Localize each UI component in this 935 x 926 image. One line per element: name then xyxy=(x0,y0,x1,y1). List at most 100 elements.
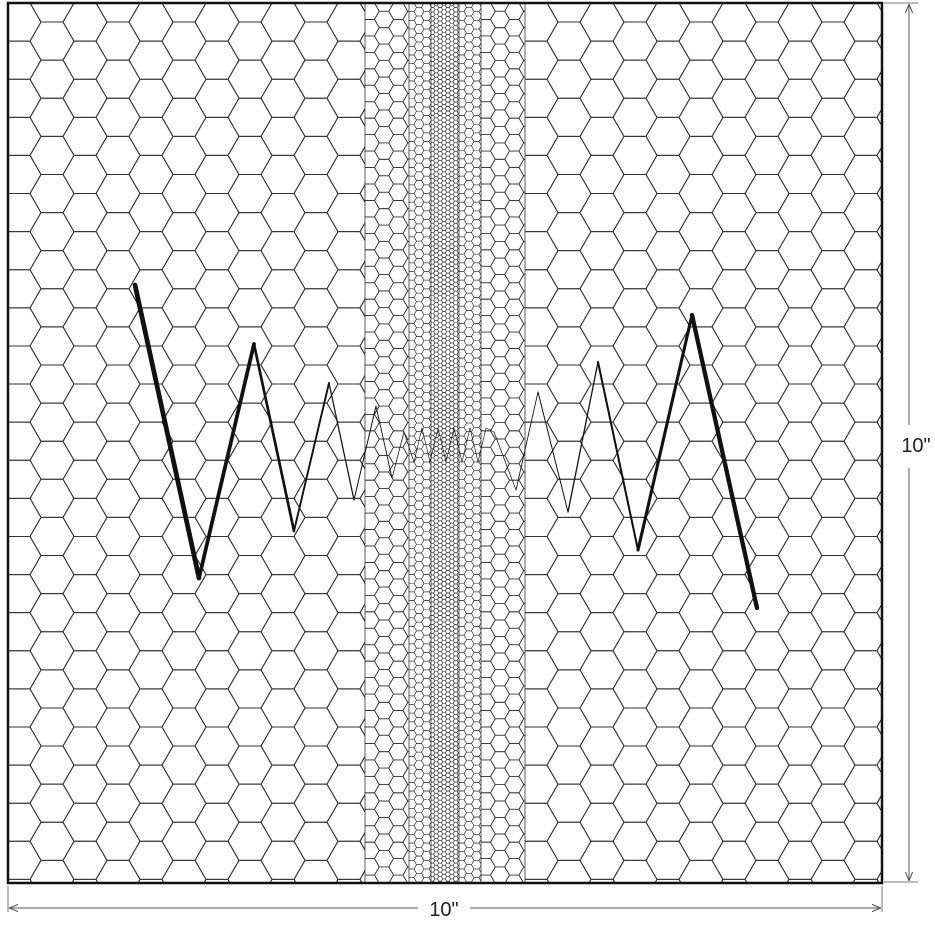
mesh-cell xyxy=(456,563,459,569)
mesh-cell xyxy=(518,60,525,78)
mesh-cell xyxy=(456,194,459,200)
mesh-cell xyxy=(711,269,757,309)
mesh-cell xyxy=(678,516,724,557)
mesh-cell xyxy=(365,693,366,695)
mesh-cell xyxy=(504,167,525,185)
mesh-cell xyxy=(431,862,432,864)
mesh-cell xyxy=(777,40,823,80)
mesh-cell xyxy=(481,643,482,646)
mesh-cell xyxy=(456,356,459,362)
mesh-cell xyxy=(365,611,366,613)
mesh-cell xyxy=(478,466,481,475)
mesh-cell xyxy=(481,874,482,876)
mesh-cell xyxy=(478,310,481,319)
mesh-cell xyxy=(428,137,431,146)
mesh-cell xyxy=(518,93,525,111)
mesh-cell xyxy=(374,751,394,769)
mesh-cell xyxy=(326,574,365,614)
mesh-cell xyxy=(490,784,510,802)
mesh-cell xyxy=(518,224,525,242)
mesh-cell xyxy=(428,795,431,804)
plate-border xyxy=(6,1,884,885)
mesh-cell xyxy=(374,175,394,193)
mesh-cell xyxy=(409,712,410,714)
mesh-cell xyxy=(326,612,365,652)
mesh-cell xyxy=(481,397,496,415)
mesh-cell xyxy=(612,783,658,823)
mesh-cell xyxy=(478,276,481,285)
mesh-cell xyxy=(409,357,410,359)
mesh-cell xyxy=(456,342,459,348)
mesh-cell xyxy=(456,824,459,830)
mesh-cell xyxy=(579,535,625,576)
mesh-cell xyxy=(876,793,882,813)
mesh-cell xyxy=(456,113,459,119)
mesh-cell xyxy=(456,36,459,42)
mesh-cell xyxy=(428,457,431,467)
mesh-cell xyxy=(518,784,525,802)
mesh-cell xyxy=(490,175,510,193)
mesh-cell xyxy=(481,19,496,37)
mesh-cell xyxy=(456,81,459,87)
mesh-cell xyxy=(428,7,431,16)
mesh-cell xyxy=(456,140,459,146)
mesh-cell xyxy=(518,43,525,61)
zigzag-segment xyxy=(567,361,599,513)
mesh-cell xyxy=(409,729,410,732)
mesh-cell xyxy=(374,158,394,177)
mesh-cell xyxy=(128,307,174,347)
mesh-cell xyxy=(481,775,496,794)
mesh-cell xyxy=(490,504,510,522)
mesh-cell xyxy=(579,840,625,880)
mesh-cell xyxy=(456,293,459,299)
mesh-cell xyxy=(428,68,431,77)
mesh-cell xyxy=(409,634,410,636)
mesh-cell xyxy=(579,307,625,347)
mesh-cell xyxy=(678,669,724,709)
mesh-cell xyxy=(504,183,525,201)
mesh-cell xyxy=(402,43,409,61)
mesh-cell xyxy=(128,535,174,576)
mesh-cell xyxy=(456,68,459,74)
mesh-cell xyxy=(456,657,459,664)
mesh-cell xyxy=(402,685,409,703)
zigzag-segment xyxy=(461,427,471,463)
mesh-cell xyxy=(8,421,42,461)
mesh-cell xyxy=(428,717,431,726)
mesh-cell xyxy=(504,249,525,267)
mesh-cell xyxy=(504,463,525,481)
mesh-cell xyxy=(490,60,510,78)
mesh-cell xyxy=(95,250,141,290)
mesh-cell xyxy=(29,555,75,595)
mesh-cell xyxy=(525,649,526,652)
mesh-cell xyxy=(428,579,431,588)
mesh-cell xyxy=(409,799,410,801)
mesh-cell xyxy=(441,0,446,1)
mesh-cell xyxy=(478,232,481,241)
mesh-cell xyxy=(518,208,525,226)
mesh-cell xyxy=(876,831,882,851)
mesh-cell xyxy=(62,726,108,766)
mesh-cell xyxy=(374,257,394,275)
mesh-cell xyxy=(62,688,108,728)
zigzag-segment xyxy=(636,313,694,552)
mesh-cell xyxy=(359,374,365,394)
mesh-cell xyxy=(326,116,365,156)
mesh-cell xyxy=(478,42,481,51)
mesh-cell xyxy=(428,700,431,709)
mesh-cell xyxy=(456,549,459,555)
mesh-cell xyxy=(490,142,510,160)
mesh-cell xyxy=(481,281,482,284)
mesh-cell xyxy=(456,347,459,353)
mesh-cell xyxy=(810,21,856,61)
mesh-cell xyxy=(359,221,365,242)
mesh-cell xyxy=(374,619,394,637)
mesh-cell xyxy=(490,734,510,753)
mesh-cell xyxy=(194,78,240,118)
mesh-cell xyxy=(490,208,510,226)
mesh-cell xyxy=(456,279,459,285)
mesh-cell xyxy=(744,402,790,442)
mesh-cell xyxy=(293,631,339,671)
mesh-cell xyxy=(745,898,789,926)
mesh-cell xyxy=(525,878,526,881)
